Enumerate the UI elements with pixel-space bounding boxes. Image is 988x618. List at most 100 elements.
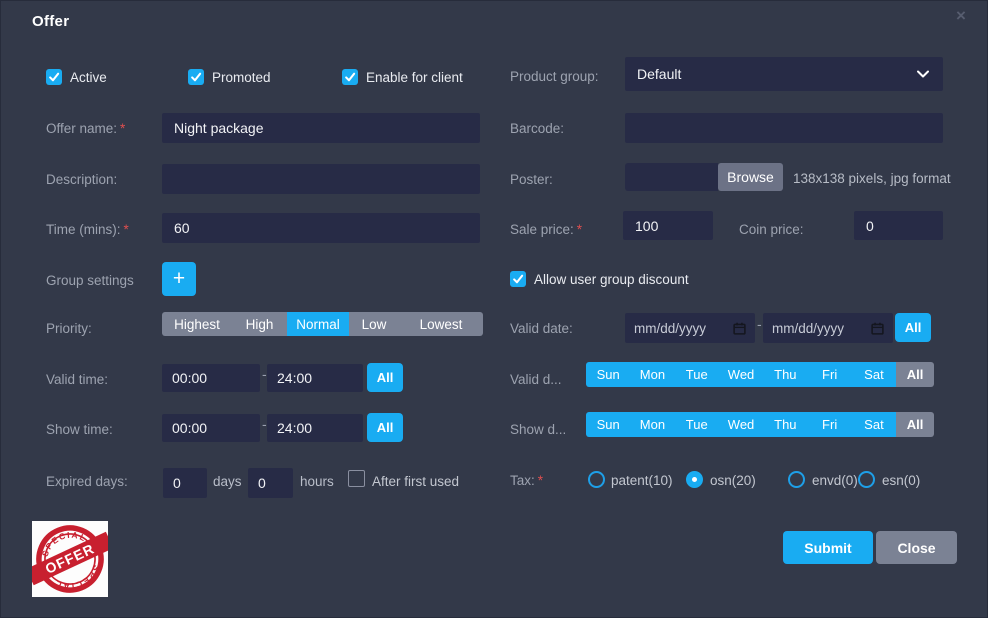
allow-discount-checkbox[interactable]	[510, 271, 526, 287]
valid-days-bar: Sun Mon Tue Wed Thu Fri Sat All	[586, 362, 935, 387]
valid-day-thu[interactable]: Thu	[763, 362, 808, 387]
check-icon	[49, 72, 60, 82]
product-group-label: Product group:	[510, 69, 599, 84]
special-offer-stamp-image: SPECIAL SPECIAL OFFER	[32, 521, 108, 597]
show-day-wed[interactable]: Wed	[718, 412, 764, 437]
show-days-all-button[interactable]: All	[896, 412, 935, 437]
close-button[interactable]: Close	[876, 531, 957, 564]
offer-name-input[interactable]: Night package	[162, 113, 480, 143]
active-checkbox[interactable]	[46, 69, 62, 85]
days-unit-label: days	[213, 474, 242, 489]
priority-option-lowest[interactable]: Lowest	[419, 316, 463, 332]
priority-label: Priority:	[46, 321, 92, 336]
close-icon[interactable]: ×	[956, 6, 966, 25]
group-settings-label: Group settings	[46, 273, 134, 288]
enable-for-client-checkbox[interactable]	[342, 69, 358, 85]
valid-date-from-input[interactable]: mm/dd/yyyy	[625, 313, 755, 343]
promoted-checkbox[interactable]	[188, 69, 204, 85]
valid-time-all-button[interactable]: All	[367, 363, 403, 392]
time-mins-input[interactable]: 60	[162, 213, 480, 243]
tax-radio-patent[interactable]	[588, 471, 605, 488]
check-icon	[191, 72, 202, 82]
tax-option-esn-label: esn(0)	[882, 473, 921, 488]
valid-day-mon[interactable]: Mon	[630, 362, 675, 387]
stamp-graphic: SPECIAL SPECIAL OFFER	[32, 522, 108, 597]
enable-for-client-label: Enable for client	[366, 70, 463, 85]
priority-segmented-control: Highest High Normal Low Lowest	[162, 312, 483, 336]
active-label: Active	[70, 70, 107, 85]
coin-price-label: Coin price:	[739, 222, 804, 237]
coin-price-value: 0	[866, 217, 874, 234]
time-mins-value: 60	[174, 220, 190, 236]
tax-option-envd-label: envd(0)	[812, 473, 858, 488]
valid-day-tue[interactable]: Tue	[674, 362, 719, 387]
product-group-value: Default	[637, 66, 682, 82]
show-day-mon[interactable]: Mon	[630, 412, 675, 437]
valid-day-fri[interactable]: Fri	[807, 362, 852, 387]
show-days-label: Show d...	[510, 422, 567, 437]
promoted-label: Promoted	[212, 70, 271, 85]
time-range-separator: -	[262, 366, 267, 382]
valid-date-to-input[interactable]: mm/dd/yyyy	[763, 313, 893, 343]
priority-option-normal[interactable]: Normal	[287, 312, 349, 336]
show-day-thu[interactable]: Thu	[763, 412, 808, 437]
after-first-used-checkbox[interactable]	[348, 470, 365, 487]
valid-date-from-placeholder: mm/dd/yyyy	[634, 320, 707, 336]
priority-option-highest[interactable]: Highest	[174, 316, 220, 332]
tax-radio-esn[interactable]	[858, 471, 875, 488]
check-icon	[513, 274, 524, 284]
calendar-icon[interactable]	[733, 322, 746, 335]
valid-time-label: Valid time:	[46, 372, 109, 387]
chevron-down-icon	[917, 70, 929, 78]
valid-days-label: Valid d...	[510, 372, 562, 387]
tax-radio-osn[interactable]	[686, 471, 703, 488]
valid-day-sun[interactable]: Sun	[586, 362, 631, 387]
check-icon	[345, 72, 356, 82]
dialog-title: Offer	[32, 13, 70, 30]
show-time-to-input[interactable]: 24:00	[267, 414, 363, 442]
valid-time-to-value: 24:00	[277, 370, 313, 386]
valid-time-from-input[interactable]: 00:00	[162, 364, 260, 392]
valid-date-all-button[interactable]: All	[895, 313, 931, 342]
priority-option-high[interactable]: High	[245, 316, 274, 332]
required-asterisk: *	[537, 473, 544, 488]
show-day-tue[interactable]: Tue	[674, 412, 719, 437]
coin-price-input[interactable]: 0	[854, 211, 943, 240]
product-group-select[interactable]: Default	[625, 57, 943, 91]
valid-day-wed[interactable]: Wed	[718, 362, 764, 387]
description-input[interactable]	[162, 164, 480, 194]
poster-hint: 138x138 pixels, jpg format	[793, 171, 951, 186]
barcode-label: Barcode:	[510, 121, 565, 136]
priority-option-low[interactable]: Low	[361, 316, 387, 332]
add-group-button[interactable]: +	[162, 262, 196, 296]
submit-button[interactable]: Submit	[783, 531, 873, 564]
show-time-from-input[interactable]: 00:00	[162, 414, 260, 442]
poster-browse-button[interactable]: Browse	[718, 163, 783, 191]
valid-days-all-button[interactable]: All	[896, 362, 935, 387]
tax-label: Tax: *	[510, 473, 544, 488]
required-asterisk: *	[120, 121, 126, 136]
sale-price-input[interactable]: 100	[623, 211, 713, 240]
tax-radio-envd[interactable]	[788, 471, 805, 488]
hours-unit-label: hours	[300, 474, 334, 489]
valid-day-sat[interactable]: Sat	[851, 362, 897, 387]
valid-date-to-placeholder: mm/dd/yyyy	[772, 320, 845, 336]
show-day-sun[interactable]: Sun	[586, 412, 631, 437]
valid-date-label: Valid date:	[510, 321, 573, 336]
tax-option-patent-label: patent(10)	[611, 473, 673, 488]
show-time-to-value: 24:00	[277, 420, 313, 436]
show-time-from-value: 00:00	[172, 420, 208, 436]
expired-days-value: 0	[173, 475, 181, 491]
after-first-used-label: After first used	[372, 474, 460, 489]
show-day-fri[interactable]: Fri	[807, 412, 852, 437]
calendar-icon[interactable]	[871, 322, 884, 335]
poster-file-input[interactable]	[625, 163, 718, 191]
barcode-input[interactable]	[625, 113, 943, 143]
show-day-sat[interactable]: Sat	[851, 412, 897, 437]
expired-days-input[interactable]: 0	[163, 468, 207, 498]
allow-discount-label: Allow user group discount	[534, 272, 689, 287]
valid-time-to-input[interactable]: 24:00	[267, 364, 363, 392]
time-mins-label: Time (mins): *	[46, 222, 129, 237]
show-time-all-button[interactable]: All	[367, 413, 403, 442]
expired-hours-input[interactable]: 0	[248, 468, 293, 498]
